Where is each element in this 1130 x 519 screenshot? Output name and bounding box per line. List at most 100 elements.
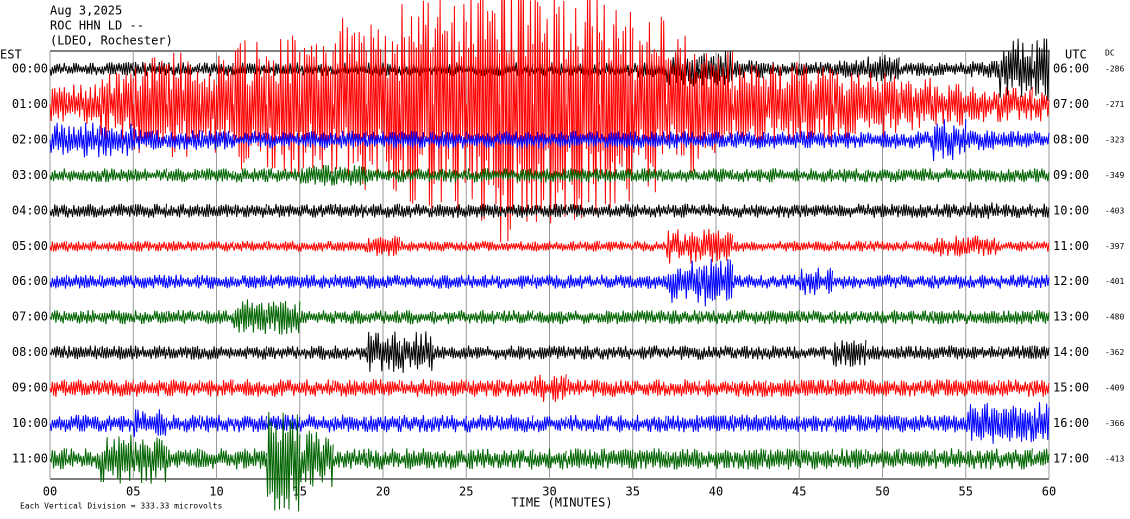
dc-value: -323 [1105,135,1124,144]
trace-segment [232,299,267,335]
trace-segment [1031,402,1050,442]
trace-segment [1031,274,1050,289]
trace-segment [532,203,567,218]
trace-segment [898,449,933,468]
trace-segment [798,346,833,360]
trace-segment [798,204,833,218]
trace-segment [1031,203,1050,218]
trace-segment [99,310,134,325]
trace-segment [698,310,734,324]
trace-segment [599,345,634,360]
utc-label: 13:00 [1053,310,1089,324]
trace-segment [965,402,1000,444]
trace-segment [365,310,401,324]
trace-segment [898,204,933,218]
utc-label: 07:00 [1053,97,1089,111]
trace-segment [99,62,134,76]
trace-segment [199,448,234,469]
trace-segment [465,274,501,289]
trace-segment [465,168,501,183]
trace-segment [299,430,334,488]
trace-segment [432,275,467,289]
trace-segment [698,379,734,397]
trace-segment [765,240,800,252]
trace-segment [865,310,900,324]
trace-segment [266,131,301,149]
trace-segment [49,379,68,397]
trace-segment [865,448,900,468]
trace-segment [865,203,900,218]
trace-segment [965,168,1000,182]
trace-segment [1031,38,1050,101]
trace-segment [66,310,101,324]
trace-segment [49,87,68,122]
trace-segment [232,415,267,433]
trace-segment [565,310,600,325]
trace-segment [399,331,434,373]
trace-segment [532,241,567,252]
trace-segment [199,204,234,218]
trace-segment [299,345,334,360]
trace-segment [49,122,68,155]
trace-segment [166,62,201,76]
trace-segment [1031,345,1050,360]
dc-value: -271 [1105,100,1124,109]
trace-segment [898,240,933,252]
trace-segment [365,415,401,433]
trace-segment [698,414,734,432]
trace-segment [965,60,1000,78]
trace-segment [698,203,734,217]
trace-segment [931,119,967,162]
trace-segment [66,62,101,76]
x-tick-label: 35 [626,485,640,499]
trace-segment [931,379,967,397]
trace-segment [199,346,234,360]
trace-segment [931,62,967,76]
trace-segment [66,170,101,182]
trace-segment [865,168,900,183]
trace-segment [365,203,401,218]
trace-segment [66,203,101,218]
trace-segment [232,346,267,360]
trace-segment [432,241,467,252]
trace-segment [99,275,134,289]
trace-segment [798,310,833,323]
trace-segment [232,168,267,183]
trace-segment [499,448,534,470]
trace-segment [665,35,700,173]
trace-segment [998,405,1033,443]
trace-segment [99,415,134,433]
trace-segment [99,72,134,140]
trace-segment [299,310,334,324]
trace-segment [665,168,700,183]
trace-segment [232,241,267,252]
trace-segment [532,374,567,402]
trace-segment [166,274,201,289]
utc-label: 08:00 [1053,132,1089,146]
trace-segment [998,379,1033,397]
trace-segment [798,131,833,149]
utc-label: 12:00 [1053,274,1089,288]
trace-segment [898,345,933,360]
trace-segment [432,0,467,211]
trace-segment [132,345,168,359]
trace-segment [99,345,134,360]
trace-segment [299,379,334,397]
dc-value: -349 [1105,171,1124,180]
trace-segment [965,310,1000,325]
trace-segment [732,131,767,149]
trace-segment [166,414,201,433]
footnote: Each Vertical Division = 333.33 microvol… [20,502,222,511]
x-tick-label: 50 [875,485,889,499]
trace-segment [965,448,1000,470]
trace-segment [998,203,1033,218]
trace-segment [166,203,201,218]
trace-segment [499,241,534,252]
trace-segment [49,345,68,358]
trace-segment [765,345,800,360]
x-tick-label: 55 [959,485,973,499]
trace-segment [166,310,201,324]
trace-segment [499,310,534,324]
left-axis-label: EST [0,48,22,62]
trace-segment [332,274,367,289]
